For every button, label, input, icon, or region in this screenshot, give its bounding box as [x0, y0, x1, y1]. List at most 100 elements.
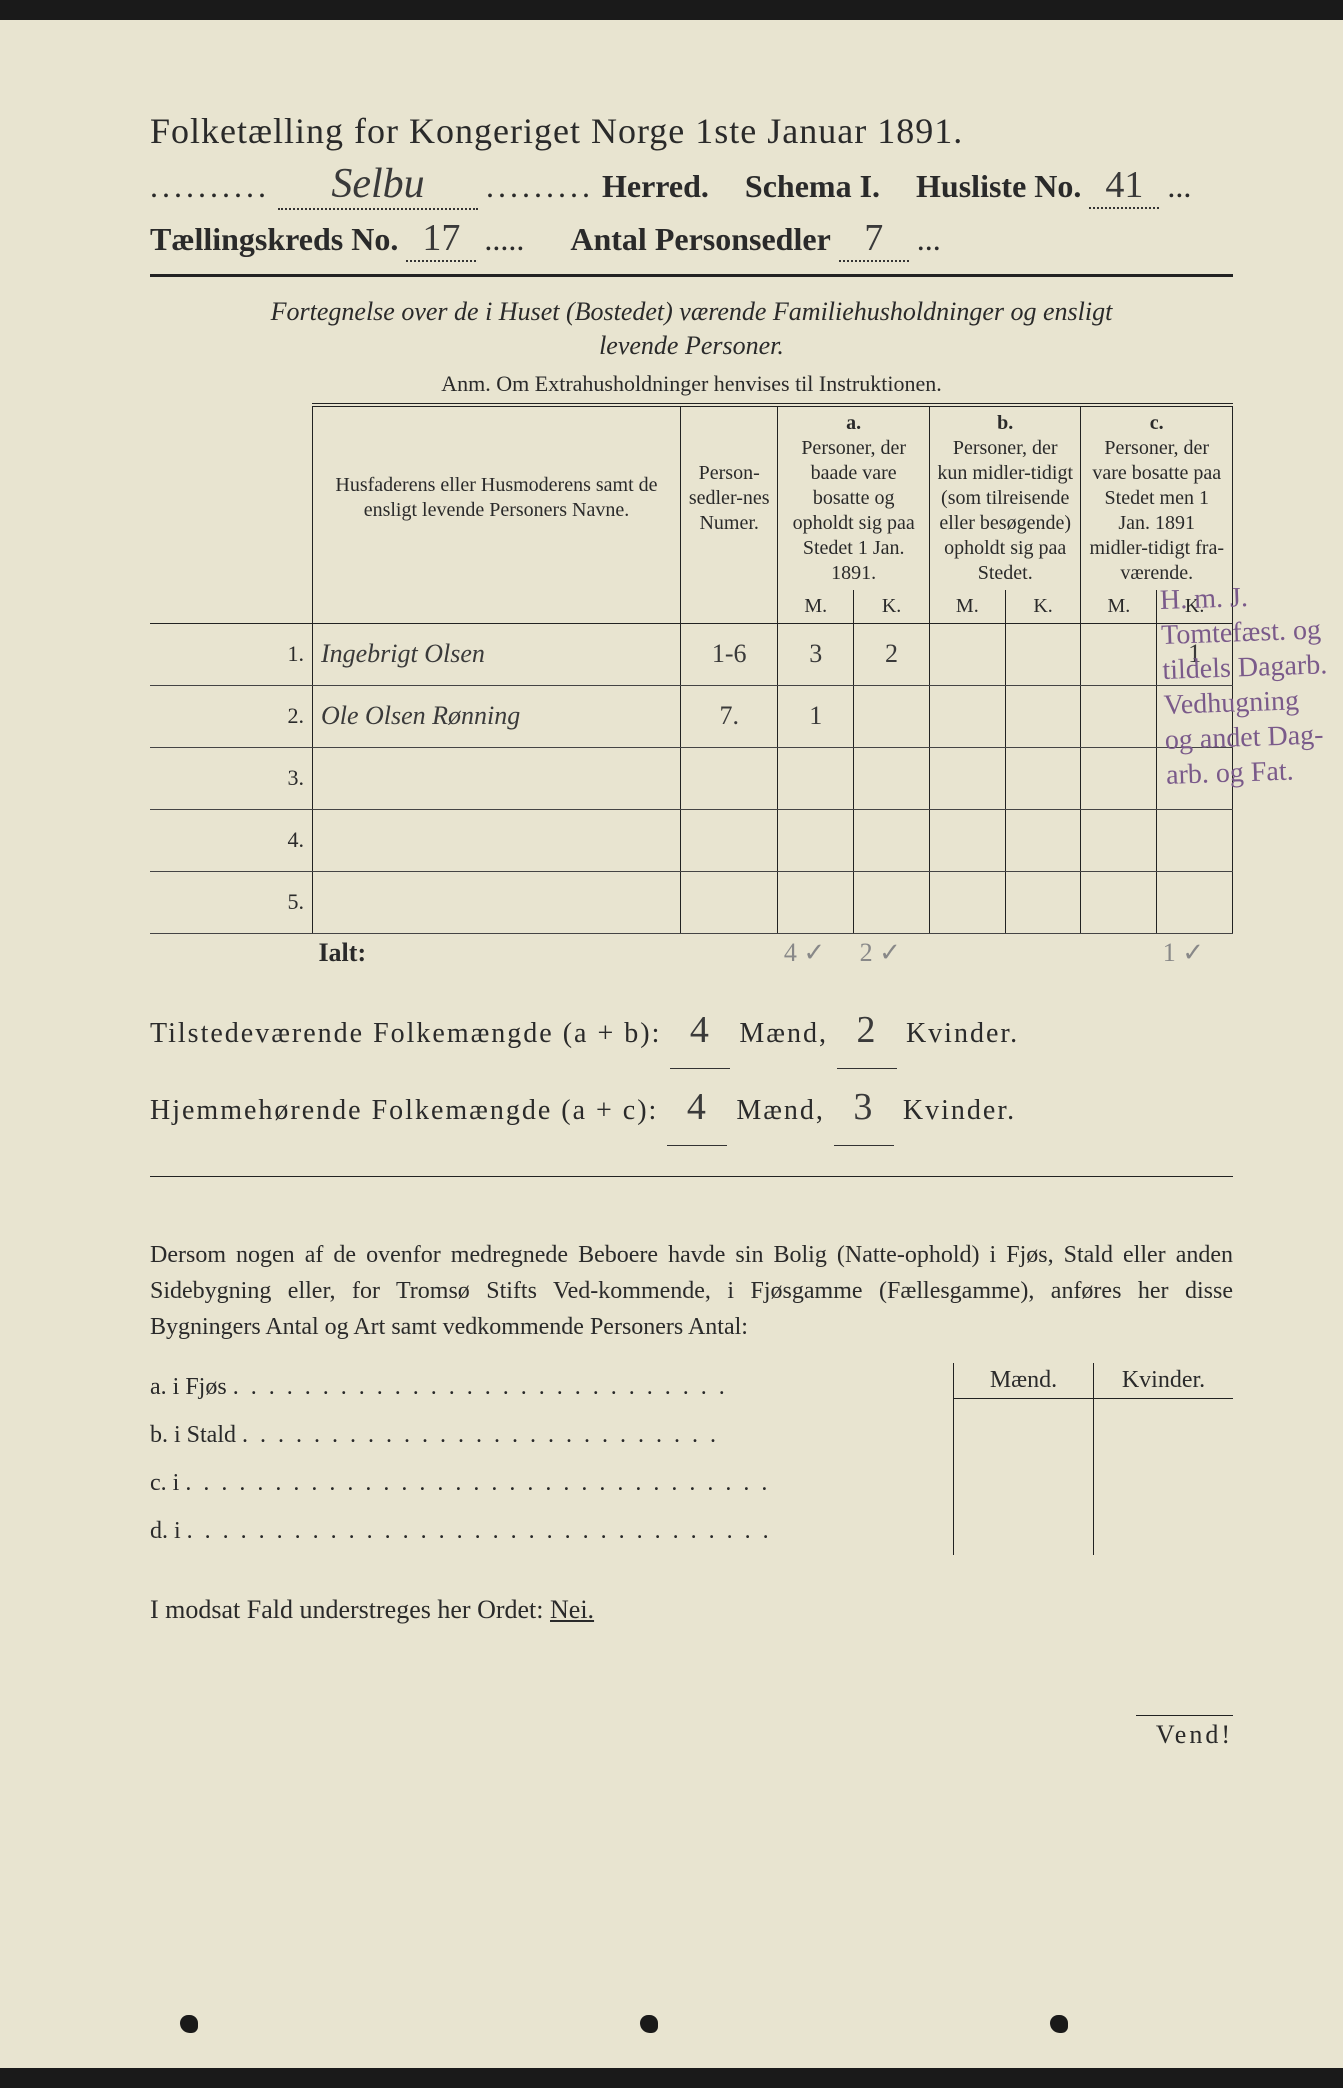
person-name [312, 871, 680, 933]
husliste-value: 41 [1089, 163, 1159, 209]
a-k [854, 747, 930, 809]
side-d: d. i [150, 1518, 181, 1544]
b-k [1005, 871, 1081, 933]
page-title: Folketælling for Kongeriget Norge 1ste J… [150, 110, 1233, 152]
b-k [1005, 623, 1081, 685]
a-k: 2 [854, 623, 930, 685]
col-names-header: Husfaderens eller Husmoderens samt de en… [312, 405, 680, 590]
punch-hole [180, 2015, 198, 2033]
seddel-num [680, 809, 777, 871]
kreds-value: 17 [406, 216, 476, 262]
b-m [929, 623, 1005, 685]
maend-label: Mænd, [736, 1095, 825, 1126]
mk-m: M. [778, 590, 854, 624]
c-m [1081, 685, 1157, 747]
vend-label: Vend! [1136, 1715, 1233, 1750]
side-b: b. i Stald [150, 1422, 236, 1448]
row-number: 4. [150, 809, 312, 871]
c-m [1081, 809, 1157, 871]
summary-block: Tilstedeværende Folkemængde (a + b): 4 M… [150, 992, 1233, 1146]
row-number: 2. [150, 685, 312, 747]
table-row: 4. [150, 809, 1233, 871]
row-number: 1. [150, 623, 312, 685]
herred-label: Herred. [602, 168, 709, 205]
b-m [929, 809, 1005, 871]
husliste-label: Husliste No. [916, 168, 1081, 205]
mk-m: M. [1081, 590, 1157, 624]
antal-value: 7 [839, 216, 909, 262]
a-m [778, 747, 854, 809]
person-name: Ole Olsen Rønning [312, 685, 680, 747]
b-m [929, 747, 1005, 809]
table-row: 2.Ole Olsen Rønning7.1 [150, 685, 1233, 747]
b-k [1005, 747, 1081, 809]
paragraph: Dersom nogen af de ovenfor medregnede Be… [150, 1237, 1233, 1345]
mk-k: K. [1005, 590, 1081, 624]
anm-note: Anm. Om Extrahusholdninger henvises til … [150, 371, 1233, 397]
punch-hole [1050, 2015, 1068, 2033]
herred-value: Selbu [278, 160, 478, 210]
sum2-label: Hjemmehørende Folkemængde (a + c): [150, 1095, 658, 1126]
b-m [929, 871, 1005, 933]
maend-label: Mænd, [739, 1018, 828, 1049]
table-row: 1.Ingebrigt Olsen1-6321 [150, 623, 1233, 685]
divider [150, 1176, 1233, 1177]
kreds-line: Tællingskreds No. 17 ..... Antal Persons… [150, 216, 1233, 262]
antal-label: Antal Personsedler [570, 221, 830, 258]
c-k [1157, 809, 1233, 871]
table-row: 5. [150, 871, 1233, 933]
a-m: 3 [778, 623, 854, 685]
census-form-page: Folketælling for Kongeriget Norge 1ste J… [0, 20, 1343, 2068]
table-row: 3. [150, 747, 1233, 809]
row-number: 5. [150, 871, 312, 933]
sum1-k: 2 [837, 992, 897, 1069]
b-m [929, 685, 1005, 747]
side-maend: Mænd. [954, 1363, 1093, 1399]
sum1-label: Tilstedeværende Folkemængde (a + b): [150, 1018, 661, 1049]
c-k [1157, 871, 1233, 933]
person-name [312, 747, 680, 809]
nei-label: I modsat Fald understreges her Ordet: [150, 1595, 544, 1624]
c-m [1081, 871, 1157, 933]
nei-word: Nei. [550, 1595, 594, 1624]
mk-k: K. [854, 590, 930, 624]
col-num-header: Person-sedler-nes Numer. [680, 405, 777, 590]
side-a: a. i Fjøs [150, 1374, 227, 1400]
ialt-am: 4 ✓ [778, 933, 854, 972]
seddel-num [680, 747, 777, 809]
kvinder-label: Kvinder. [906, 1018, 1019, 1049]
kvinder-label: Kvinder. [903, 1095, 1016, 1126]
side-kvinder: Kvinder. [1094, 1363, 1233, 1399]
a-k [854, 685, 930, 747]
sum2-m: 4 [667, 1069, 727, 1146]
sum2-k: 3 [834, 1069, 894, 1146]
a-k [854, 871, 930, 933]
census-table: Husfaderens eller Husmoderens samt de en… [150, 403, 1233, 972]
margin-handwriting: H. m. J. Tomtefæst. og tildels Dagarb. V… [1159, 577, 1336, 793]
ialt-ck: 1 ✓ [1157, 933, 1233, 972]
fortegnelse: Fortegnelse over de i Huset (Bostedet) v… [150, 295, 1233, 363]
c-m [1081, 747, 1157, 809]
ialt-label: Ialt: [312, 933, 680, 972]
b-k [1005, 685, 1081, 747]
seddel-num: 1-6 [680, 623, 777, 685]
fortegnelse-1: Fortegnelse over de i Huset (Bostedet) v… [271, 297, 1113, 326]
a-m [778, 809, 854, 871]
col-b-header: b. Personer, der kun midler-tidigt (som … [929, 405, 1081, 590]
c-m [1081, 623, 1157, 685]
b-k [1005, 809, 1081, 871]
kreds-label: Tællingskreds No. [150, 221, 398, 258]
side-c: c. i [150, 1470, 179, 1496]
seddel-num: 7. [680, 685, 777, 747]
herred-line: .......... Selbu ......... Herred. Schem… [150, 160, 1233, 210]
person-name: Ingebrigt Olsen [312, 623, 680, 685]
col-a-header: a. Personer, der baade vare bosatte og o… [778, 405, 930, 590]
person-name [312, 809, 680, 871]
side-building-table: a. i Fjøs . . . . . . . . . . . . . . . … [150, 1363, 1233, 1555]
seddel-num [680, 871, 777, 933]
punch-hole [640, 2015, 658, 2033]
mk-m: M. [929, 590, 1005, 624]
sum1-m: 4 [670, 992, 730, 1069]
nei-line: I modsat Fald understreges her Ordet: Ne… [150, 1595, 1233, 1625]
ialt-ak: 2 ✓ [854, 933, 930, 972]
